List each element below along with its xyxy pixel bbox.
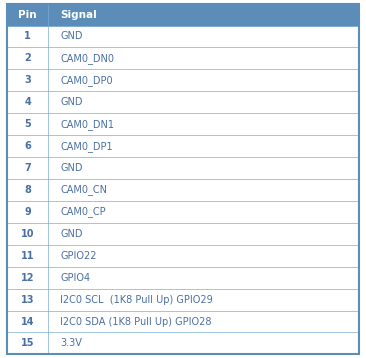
- Bar: [7, 289, 359, 311]
- Text: 3: 3: [24, 75, 31, 85]
- Text: 10: 10: [21, 229, 34, 239]
- Text: 6: 6: [24, 141, 31, 151]
- Text: GND: GND: [60, 163, 83, 173]
- Text: 13: 13: [21, 295, 34, 305]
- Text: GND: GND: [60, 97, 83, 107]
- Text: 2: 2: [24, 53, 31, 63]
- Text: CAM0_CN: CAM0_CN: [60, 184, 107, 195]
- Bar: [7, 201, 359, 223]
- Bar: [7, 69, 359, 91]
- Text: I2C0 SDA (1K8 Pull Up) GPIO28: I2C0 SDA (1K8 Pull Up) GPIO28: [60, 316, 212, 326]
- Text: GND: GND: [60, 32, 83, 42]
- Text: CAM0_DP0: CAM0_DP0: [60, 75, 113, 86]
- Text: 7: 7: [24, 163, 31, 173]
- Text: Signal: Signal: [60, 10, 97, 20]
- Bar: [7, 135, 359, 157]
- Bar: [7, 267, 359, 289]
- Bar: [7, 113, 359, 135]
- Text: I2C0 SCL  (1K8 Pull Up) GPIO29: I2C0 SCL (1K8 Pull Up) GPIO29: [60, 295, 213, 305]
- Bar: [7, 333, 359, 354]
- Text: GND: GND: [60, 229, 83, 239]
- Text: 14: 14: [21, 316, 34, 326]
- Text: 8: 8: [24, 185, 31, 195]
- Text: 11: 11: [21, 251, 34, 261]
- Text: 3.3V: 3.3V: [60, 338, 82, 348]
- Text: GPIO4: GPIO4: [60, 273, 90, 283]
- Text: 1: 1: [24, 32, 31, 42]
- Text: 12: 12: [21, 273, 34, 283]
- Bar: [7, 157, 359, 179]
- Text: 4: 4: [24, 97, 31, 107]
- Bar: [7, 310, 359, 333]
- Text: GPIO22: GPIO22: [60, 251, 97, 261]
- Text: CAM0_CP: CAM0_CP: [60, 207, 106, 217]
- Bar: [7, 25, 359, 47]
- Bar: [7, 47, 359, 69]
- Text: Pin: Pin: [18, 10, 37, 20]
- Text: 5: 5: [24, 119, 31, 129]
- Text: CAM0_DP1: CAM0_DP1: [60, 141, 113, 151]
- Bar: [7, 245, 359, 267]
- Bar: [7, 91, 359, 113]
- Bar: [7, 4, 359, 25]
- Bar: [7, 223, 359, 245]
- Text: 9: 9: [24, 207, 31, 217]
- Text: CAM0_DN0: CAM0_DN0: [60, 53, 114, 64]
- Bar: [7, 179, 359, 201]
- Text: CAM0_DN1: CAM0_DN1: [60, 119, 114, 130]
- Text: 15: 15: [21, 338, 34, 348]
